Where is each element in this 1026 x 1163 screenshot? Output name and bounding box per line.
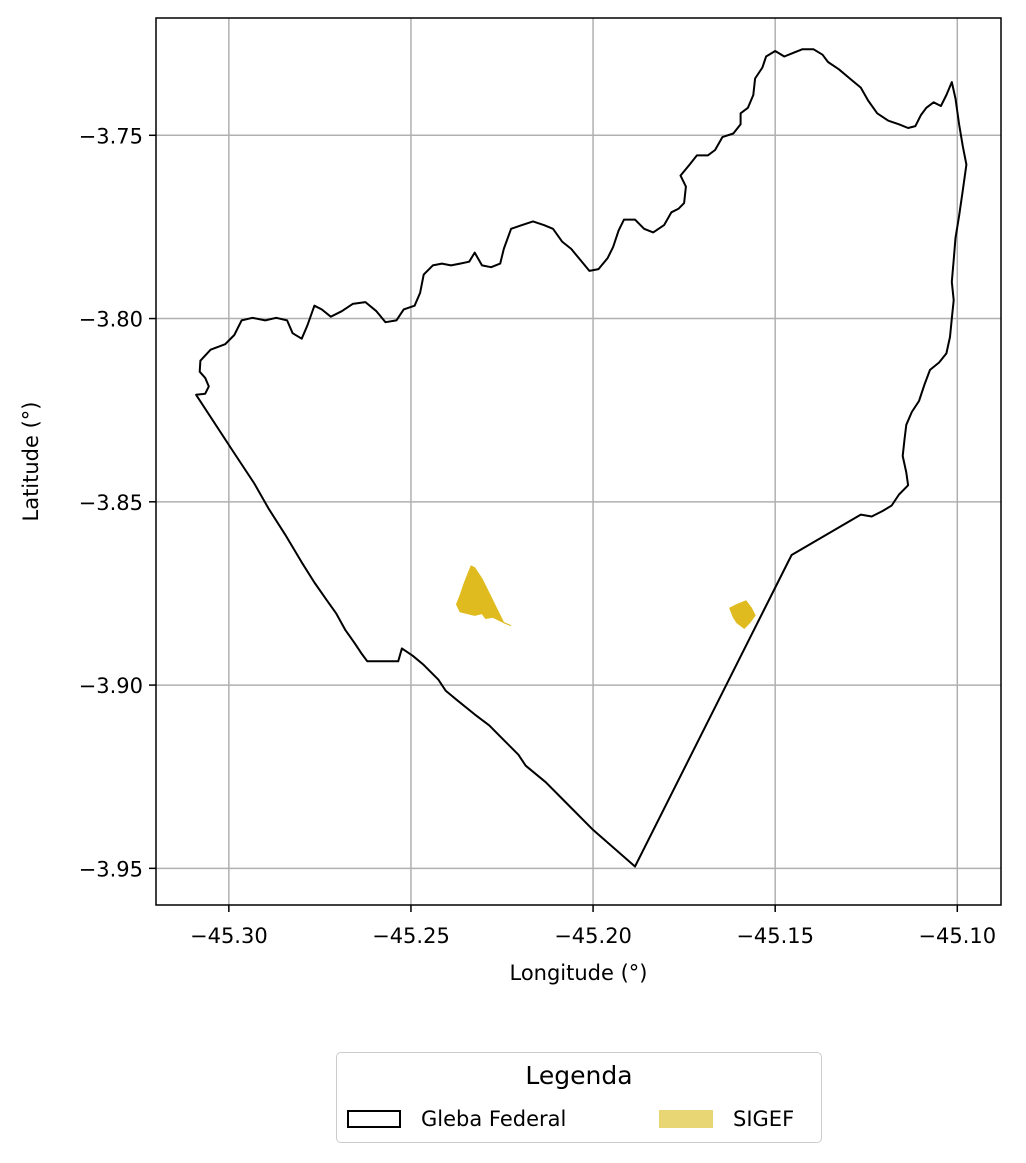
x-tick-label: −45.10 [918,924,996,948]
x-tick-label: −45.30 [190,924,268,948]
legend-swatch-fill [659,1110,713,1128]
legend: Legenda Gleba Federal SIGEF [336,1052,822,1143]
legend-label: Gleba Federal [421,1107,567,1131]
y-tick-label: −3.80 [79,308,143,332]
y-tick-label: −3.75 [79,124,143,148]
grid-lines [156,18,1001,905]
y-tick-label: −3.85 [79,491,143,515]
x-tick-label: −45.15 [736,924,814,948]
legend-label: SIGEF [733,1107,795,1131]
legend-entry-sigef: SIGEF [659,1105,794,1133]
legend-swatch-outline [347,1110,401,1128]
map-layers [195,48,968,868]
y-tick-label: −3.90 [79,674,143,698]
x-tick-label: −45.20 [554,924,632,948]
axis-ticks: −45.30 −45.25 −45.20 −45.15 −45.10 −3.75 −3.80… [79,124,997,948]
x-axis-label: Longitude (°) [509,961,647,985]
x-tick-label: −45.25 [372,924,450,948]
sigef-parcel-1 [455,565,512,627]
gleba-federal-boundary [195,48,968,868]
plot-frame [155,17,1002,906]
y-axis-label: Latitude (°) [19,402,43,522]
legend-entry-gleba-federal: Gleba Federal [347,1105,566,1133]
y-tick-label: −3.95 [79,857,143,881]
sigef-parcel-2 [729,600,756,629]
legend-title: Legenda [525,1061,633,1090]
